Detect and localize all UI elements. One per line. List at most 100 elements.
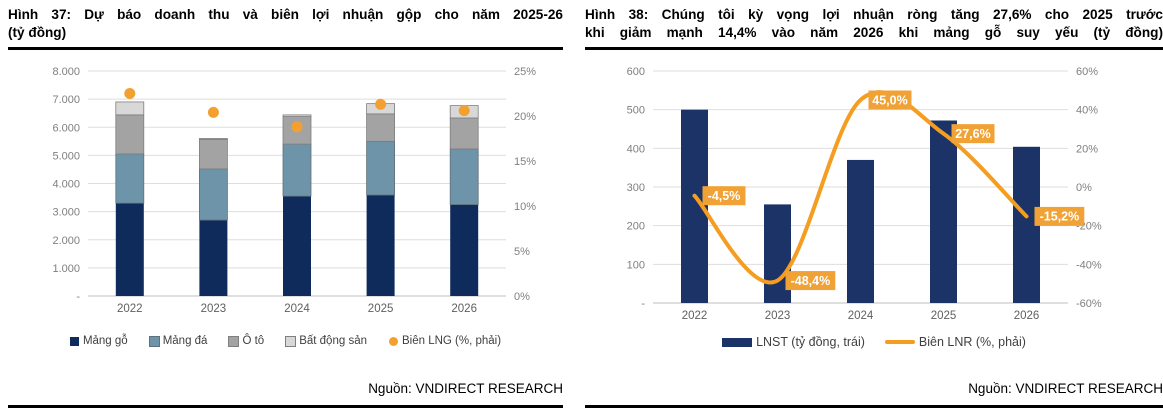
y-axis-left-tick: 400 bbox=[627, 143, 645, 155]
bar-segment bbox=[930, 120, 957, 303]
legend-square-swatch-icon bbox=[722, 337, 753, 347]
svg-text:27,6%: 27,6% bbox=[955, 127, 990, 141]
svg-text:-4,5%: -4,5% bbox=[708, 189, 741, 203]
figure-38-title: Hình 38: Chúng tôi kỳ vọng lợi nhuận ròn… bbox=[585, 6, 1163, 42]
legend-item: Mảng gỗ bbox=[69, 335, 128, 347]
y-axis-right-tick: 60% bbox=[1076, 66, 1098, 78]
y-axis-left-tick: 4.000 bbox=[52, 179, 80, 191]
y-axis-right-tick: 20% bbox=[1076, 143, 1098, 155]
legend-dot-swatch-icon bbox=[388, 336, 398, 346]
bar-segment bbox=[115, 153, 145, 204]
y-axis-left-ticks: 8.000 7.000 6.000 5.000 4.000 3.000 2.000 1.000… bbox=[52, 66, 80, 303]
legend-label: Mảng đá bbox=[162, 335, 208, 347]
figure-38-legend: LNST (tỷ đồng, trái) Biên LNR (%, phải) bbox=[585, 335, 1163, 349]
bar-segment bbox=[198, 138, 228, 170]
figure-37-title: Hình 37: Dự báo doanh thu và biên lợi nh… bbox=[8, 6, 563, 42]
y-axis-left-tick: 3.000 bbox=[52, 207, 80, 219]
x-axis-label: 2025 bbox=[368, 303, 394, 315]
legend-square-swatch-icon bbox=[228, 335, 240, 347]
bar-segment bbox=[198, 168, 228, 221]
bar-segment bbox=[283, 196, 311, 296]
overlay-series bbox=[124, 88, 470, 133]
bar-segment bbox=[366, 113, 396, 142]
y-axis-left-tick: 500 bbox=[627, 105, 645, 117]
y-axis-right-tick: 0% bbox=[1076, 182, 1092, 194]
x-axis-label: 2023 bbox=[765, 310, 791, 322]
figure-38-title-line-2: khi giảm mạnh 14,4% vào năm 2026 khi mản… bbox=[585, 25, 1163, 40]
x-axis-label: 2022 bbox=[682, 310, 708, 322]
legend-square-swatch-icon bbox=[69, 336, 79, 346]
figure-37-bottom-divider bbox=[8, 405, 563, 408]
x-axis-label: 2024 bbox=[284, 303, 310, 315]
bar-segment bbox=[198, 138, 228, 140]
y-axis-right-tick: 0% bbox=[514, 291, 530, 303]
legend-item: Biên LNG (%, phải) bbox=[388, 335, 502, 347]
legend-label: Ô tô bbox=[242, 335, 265, 347]
bar-series bbox=[681, 109, 1040, 303]
bar-series bbox=[115, 101, 479, 296]
y-axis-right-ticks: 25% 20% 15% 10% 5% 0% bbox=[514, 66, 536, 303]
svg-text:-15,2%: -15,2% bbox=[1040, 210, 1080, 224]
x-axis-labels: 2022 2023 2024 2025 2026 bbox=[682, 310, 1040, 322]
y-axis-left-tick: 100 bbox=[627, 259, 645, 271]
bar-segment bbox=[282, 143, 312, 197]
x-axis-label: 2024 bbox=[848, 310, 874, 322]
legend-line-swatch-icon bbox=[884, 340, 915, 344]
legend-square-swatch-icon bbox=[148, 335, 160, 347]
figure-37-top-divider bbox=[8, 47, 563, 50]
bar-segment-series bbox=[115, 140, 479, 221]
x-axis-label: 2025 bbox=[931, 310, 957, 322]
y-axis-left-tick: - bbox=[76, 291, 80, 303]
figure-38-panel: Hình 38: Chúng tôi kỳ vọng lợi nhuận ròn… bbox=[585, 6, 1163, 408]
y-axis-left-tick: 5.000 bbox=[52, 150, 80, 162]
y-axis-right-tick: 10% bbox=[514, 201, 536, 213]
figure-37-legend: Mảng gỗ Mảng đá Ô tô Bất động sản Biên LNG (… bbox=[8, 335, 563, 347]
legend-label: Mảng gỗ bbox=[82, 335, 128, 347]
legend-label: Biên LNR (%, phải) bbox=[918, 335, 1026, 349]
bar-segment bbox=[115, 203, 144, 296]
overlay-series: -4,5% -48,4% 45,0% 27,6% -15,2% bbox=[692, 90, 1085, 291]
figure-38-bottom-divider bbox=[585, 405, 1163, 408]
scatter-marker bbox=[375, 98, 387, 110]
figure-37-title-line-1: Hình 37: Dự báo doanh thu và biên lợi nh… bbox=[8, 7, 563, 22]
y-axis-right-tick: -60% bbox=[1076, 298, 1102, 310]
y-axis-left-tick: 300 bbox=[627, 182, 645, 194]
bar-segment bbox=[366, 140, 396, 196]
legend-square-swatch-icon bbox=[285, 335, 297, 347]
figure-38-source-note: Nguồn: VNDIRECT RESEARCH bbox=[968, 381, 1163, 396]
x-axis-label: 2023 bbox=[201, 303, 227, 315]
x-axis-label: 2026 bbox=[1014, 310, 1040, 322]
y-axis-right-tick: 20% bbox=[514, 111, 536, 123]
scatter-marker bbox=[291, 121, 303, 133]
bar-segment bbox=[449, 117, 479, 150]
bar-segment bbox=[115, 101, 145, 116]
line-data-label: 27,6% bbox=[951, 124, 995, 144]
y-axis-left-ticks: 600 500 400 300 200 100 - bbox=[627, 66, 646, 310]
line-series bbox=[692, 90, 1029, 285]
y-axis-right-tick: 5% bbox=[514, 246, 530, 258]
legend-label: LNST (tỷ đồng, trái) bbox=[756, 335, 865, 349]
y-axis-left-tick: 200 bbox=[627, 221, 645, 233]
legend-label: Biên LNG (%, phải) bbox=[401, 335, 502, 347]
svg-text:45,0%: 45,0% bbox=[872, 93, 907, 107]
line-data-label: 45,0% bbox=[868, 90, 912, 110]
y-axis-right-ticks: 60%40%20%0%-20%-40%-60% bbox=[1076, 66, 1102, 310]
y-axis-right-tick: 25% bbox=[514, 66, 536, 78]
legend-item: Bất động sản bbox=[285, 335, 367, 347]
bar-segment bbox=[847, 159, 874, 303]
y-axis-right-tick: 15% bbox=[514, 156, 536, 168]
y-axis-left-tick: - bbox=[641, 298, 645, 310]
bar-segment bbox=[366, 195, 395, 296]
y-axis-left-tick: 1.000 bbox=[52, 263, 80, 275]
y-axis-right-tick: -40% bbox=[1076, 259, 1102, 271]
x-axis-label: 2026 bbox=[451, 303, 477, 315]
bar-segment bbox=[449, 148, 479, 205]
scatter-marker bbox=[124, 88, 136, 99]
line-data-label: -15,2% bbox=[1034, 206, 1085, 226]
legend-item: Ô tô bbox=[228, 335, 265, 347]
figure-37-title-line-2: (tỷ đồng) bbox=[8, 25, 67, 40]
bar-segment bbox=[282, 114, 312, 117]
bar-segment bbox=[115, 114, 145, 155]
y-axis-left-tick: 600 bbox=[627, 66, 645, 78]
